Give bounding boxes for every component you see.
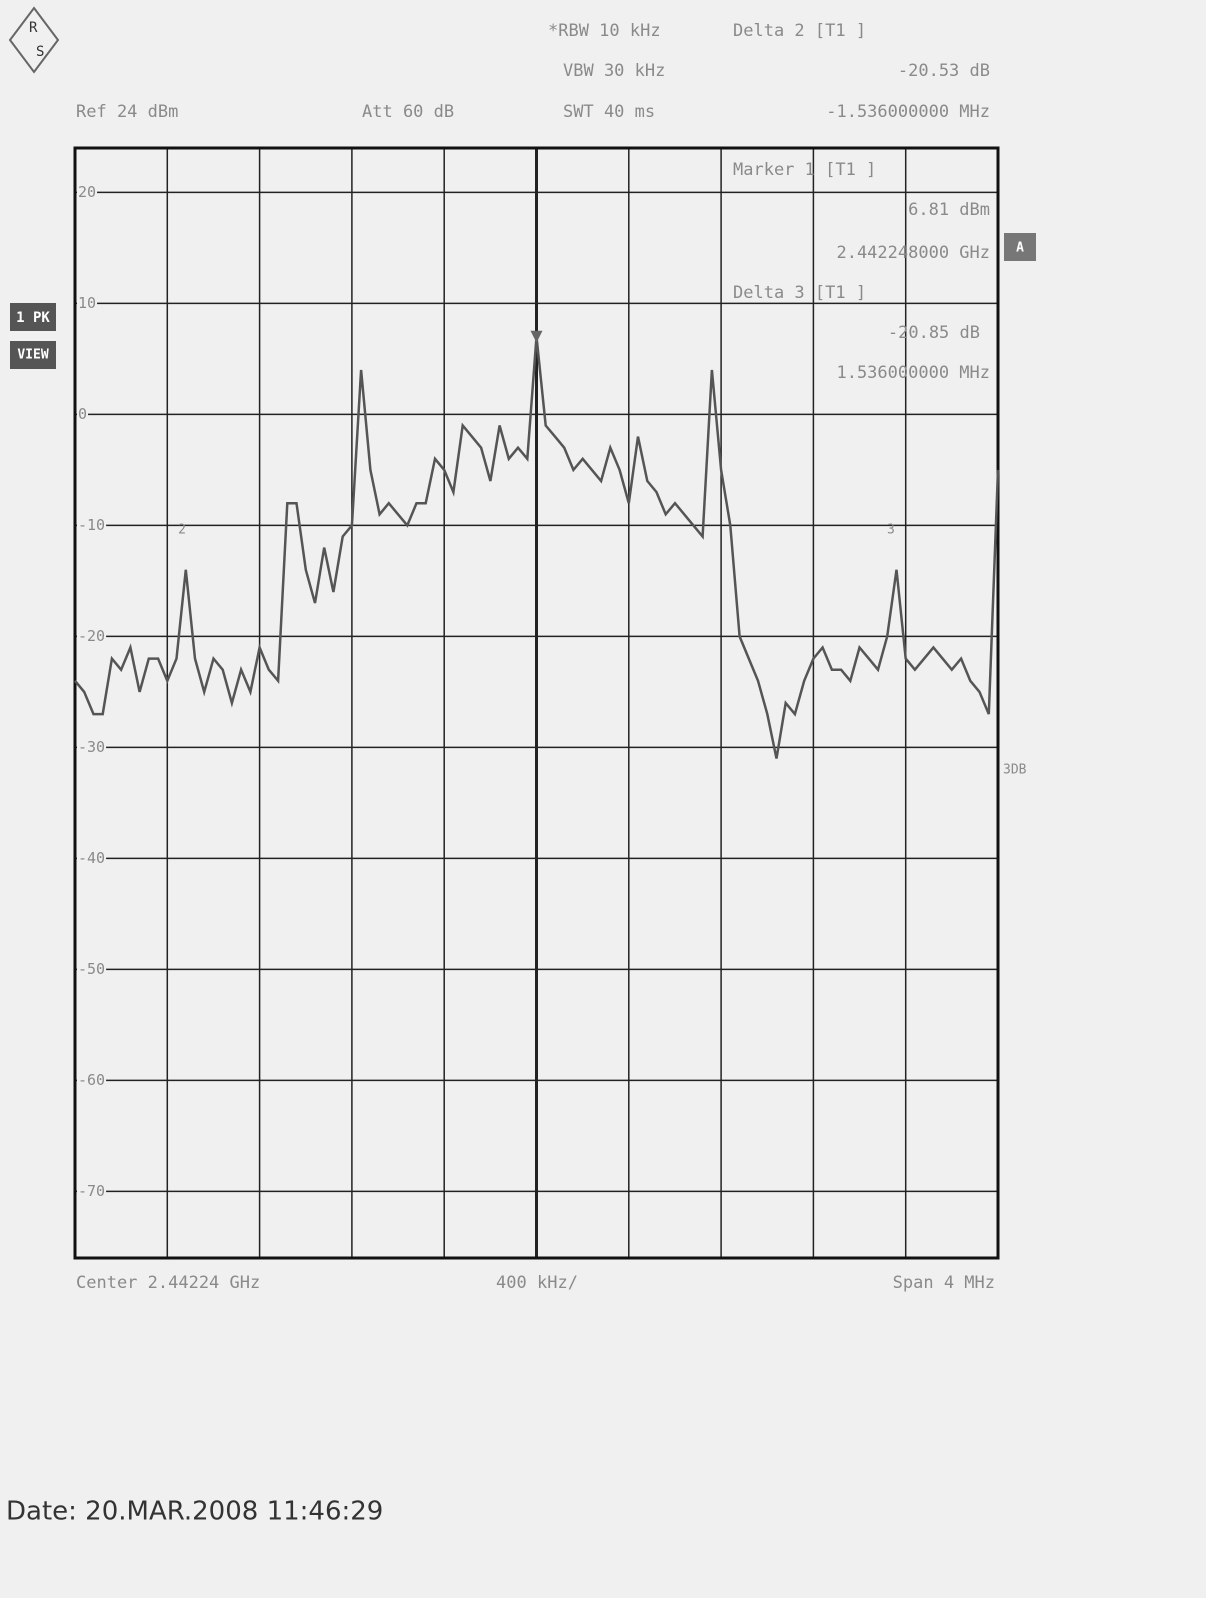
date: Date: 20.MAR.2008 11:46:29 — [6, 1497, 383, 1527]
delta2-title: Delta 2 [T1 ] — [733, 21, 866, 41]
y-tick-label: 0 — [78, 405, 87, 423]
tick-label-bg — [77, 848, 107, 867]
vbw: VBW 30 kHz — [563, 61, 665, 81]
y-tick-label: -10 — [78, 516, 105, 534]
y-tick-label: -60 — [78, 1071, 105, 1089]
delta3-freq: 1.536000000 MHz — [836, 363, 990, 383]
a-badge — [1004, 233, 1036, 261]
tick-label-bg — [77, 1181, 107, 1200]
trace-label: 1 PK — [16, 310, 50, 326]
y-tick-label: -50 — [78, 960, 105, 978]
tick-label-bg — [77, 515, 107, 534]
tick-label-bg — [77, 404, 89, 423]
mode-badge — [10, 341, 56, 369]
plot-area: 20 10 0 -10 -20 -30 -40 -50 -60 -70 2 3 — [73, 146, 1000, 1260]
div-label: 400 kHz/ — [496, 1273, 578, 1293]
a-label: A — [1016, 241, 1024, 256]
tick-label-bg — [77, 959, 107, 978]
logo: R S — [8, 6, 60, 74]
logo-diamond — [8, 6, 60, 74]
delta2-level: -20.53 dB — [898, 61, 990, 81]
rbw: *RBW 10 kHz — [548, 21, 661, 41]
tick-label-bg — [77, 1070, 107, 1089]
marker-triangle — [530, 330, 543, 343]
side-note: 3DB — [1003, 763, 1027, 778]
y-tick-label: -70 — [78, 1182, 105, 1200]
sweep-time: SWT 40 ms — [563, 102, 655, 122]
mode-label: VIEW — [17, 348, 48, 363]
span: Span 4 MHz — [893, 1273, 995, 1293]
delta3-title: Delta 3 [T1 ] — [733, 283, 866, 303]
attenuation: Att 60 dB — [362, 102, 454, 122]
delta3-level: -20.85 dB — [888, 323, 980, 343]
y-tick-label: 20 — [78, 183, 96, 201]
marker-label: 2 — [178, 522, 186, 537]
marker1-level: 6.81 dBm — [908, 200, 990, 220]
y-tick-label: 10 — [78, 294, 96, 312]
delta2-freq: -1.536000000 MHz — [826, 102, 990, 122]
ref-level: Ref 24 dBm — [76, 102, 178, 122]
tick-label-bg — [77, 626, 107, 645]
tick-label-bg — [77, 737, 107, 756]
trace-badge — [10, 303, 56, 331]
logo-letter: S — [36, 44, 44, 60]
center-freq: Center 2.44224 GHz — [76, 1273, 260, 1293]
y-tick-label: -40 — [78, 849, 105, 867]
plot-frame — [73, 146, 1000, 1260]
logo-letter: R — [29, 20, 38, 36]
marker1-title: Marker 1 [T1 ] — [733, 160, 876, 180]
y-tick-label: -20 — [78, 627, 105, 645]
marker1-freq: 2.442248000 GHz — [836, 243, 990, 263]
y-tick-label: -30 — [78, 738, 105, 756]
tick-label-bg — [77, 182, 98, 201]
tick-label-bg — [77, 293, 98, 312]
marker-label: 3 — [887, 522, 895, 537]
